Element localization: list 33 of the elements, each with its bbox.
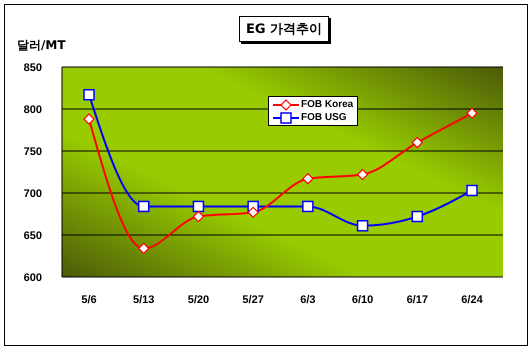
point (138, 200, 150, 212)
legend-label: FOB USG (301, 111, 347, 124)
x-tick-label: 5/13 (133, 294, 154, 306)
y-tick-label: 850 (24, 62, 42, 74)
x-tick-label: 5/20 (188, 294, 210, 306)
point (412, 210, 424, 222)
chart-title: EG 가격추이 (239, 16, 330, 42)
x-tick-label: 5/27 (242, 294, 264, 306)
y-tick-label: 700 (24, 188, 42, 200)
point (83, 88, 95, 100)
x-tick-label: 6/17 (406, 294, 428, 306)
x-tick-label: 6/24 (461, 294, 484, 306)
point (356, 220, 368, 232)
y-tick-label: 600 (24, 272, 42, 284)
point (248, 206, 259, 218)
point (302, 200, 314, 212)
point (192, 200, 204, 212)
point (466, 184, 478, 196)
point (83, 113, 95, 125)
legend-label: FOB Korea (301, 98, 354, 111)
point (412, 137, 423, 148)
y-tick-label: 800 (24, 104, 42, 116)
point (466, 108, 478, 119)
point (302, 173, 314, 184)
y-tick-label: 750 (24, 146, 42, 158)
x-tick-label: 6/10 (352, 294, 374, 306)
y-tick-label: 650 (24, 230, 42, 242)
point (138, 242, 150, 254)
y-axis-title: 달러/MT (17, 37, 66, 54)
x-tick-label: 6/3 (300, 294, 316, 306)
x-tick-label: 5/6 (81, 294, 97, 306)
point (356, 168, 368, 180)
point (192, 210, 204, 222)
